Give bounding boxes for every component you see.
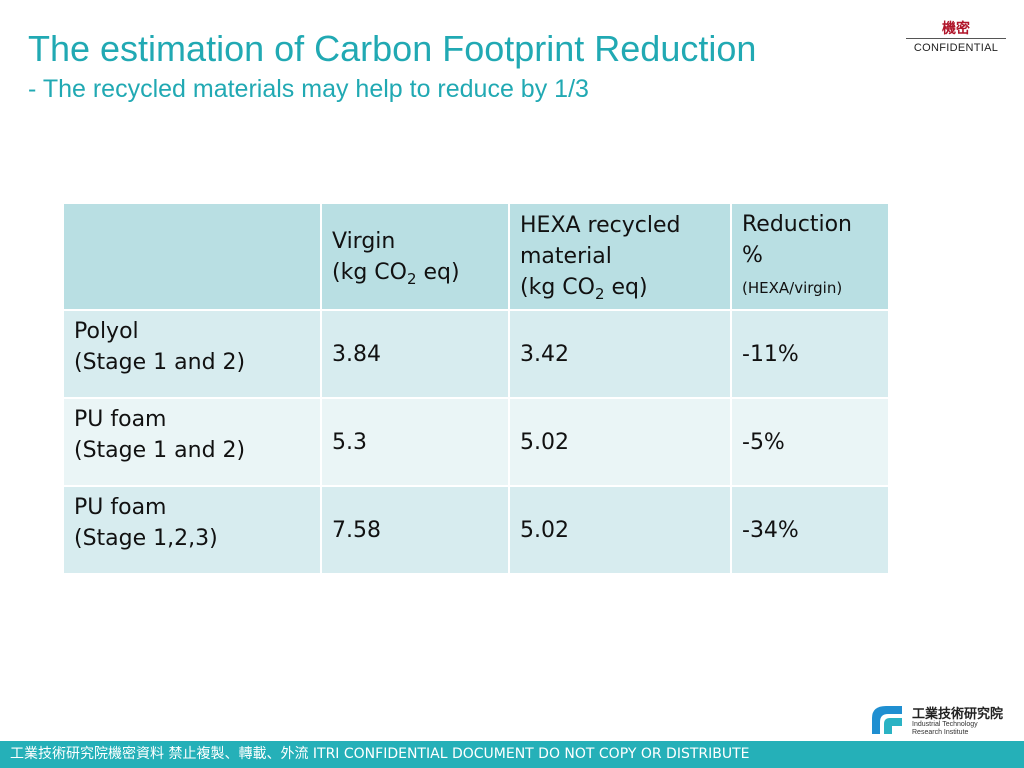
header-hexa-unit-suffix: eq) (604, 275, 648, 300)
row-label-line1: Polyol (74, 319, 139, 344)
itri-logo: 工業技術研究院 Industrial Technology Research I… (870, 702, 1018, 738)
confidential-en: CONFIDENTIAL (913, 42, 999, 54)
itri-logo-en1: Industrial Technology (912, 721, 978, 728)
cell-reduction: -5% (730, 397, 890, 487)
cell-reduction: -11% (730, 309, 890, 399)
header-hexa-line2: material (520, 244, 612, 269)
itri-logo-icon (870, 704, 904, 736)
confidential-divider (906, 38, 1006, 39)
itri-logo-en2: Research Institute (912, 729, 969, 736)
header-virgin-unit-prefix: (kg CO (332, 259, 407, 285)
row-label-line1: PU foam (74, 407, 167, 432)
confidential-cn: 機密 (942, 20, 970, 36)
table-row: PU foam (Stage 1 and 2) 5.3 5.02 -5% (62, 397, 890, 487)
cell-virgin: 5.3 (320, 397, 510, 487)
header-virgin-unit-suffix: eq) (416, 259, 460, 285)
table-row: Polyol (Stage 1 and 2) 3.84 3.42 -11% (62, 309, 890, 399)
cell-virgin: 7.58 (320, 485, 510, 575)
itri-logo-en: Industrial Technology Research Institute (912, 721, 978, 737)
header-empty-cell (62, 202, 322, 311)
header-virgin-label: Virgin (332, 228, 396, 254)
cell-virgin: 3.84 (320, 309, 510, 399)
co2-subscript: 2 (406, 269, 417, 288)
footer-bar: 工業技術研究院機密資料 禁止複製、轉載、外流 ITRI CONFIDENTIAL… (0, 741, 1024, 768)
row-label: PU foam (Stage 1,2,3) (62, 485, 322, 575)
header-reduction-note: (HEXA/virgin) (742, 279, 843, 297)
confidential-mark: 機密 CONFIDENTIAL (906, 20, 1006, 54)
header-reduction-line2: % (742, 243, 763, 268)
row-label-line2: (Stage 1 and 2) (74, 350, 246, 375)
header-hexa-label: HEXA recycled (520, 213, 681, 238)
cell-hexa: 5.02 (508, 397, 732, 487)
cell-hexa: 3.42 (508, 309, 732, 399)
slide-subtitle: - The recycled materials may help to red… (28, 75, 589, 103)
slide-title: The estimation of Carbon Footprint Reduc… (28, 28, 757, 69)
header-hexa: HEXA recycled material (kg CO2 eq) (508, 202, 732, 311)
table-row: PU foam (Stage 1,2,3) 7.58 5.02 -34% (62, 485, 890, 575)
row-label-line2: (Stage 1,2,3) (74, 526, 218, 551)
co2-subscript: 2 (594, 285, 605, 303)
header-reduction: Reduction % (HEXA/virgin) (730, 202, 890, 311)
row-label-line2: (Stage 1 and 2) (74, 438, 246, 463)
row-label: Polyol (Stage 1 and 2) (62, 309, 322, 399)
table-header-row: Virgin (kg CO2 eq) HEXA recycled materia… (62, 202, 890, 311)
cell-hexa: 5.02 (508, 485, 732, 575)
carbon-footprint-table: Virgin (kg CO2 eq) HEXA recycled materia… (62, 202, 890, 575)
header-virgin: Virgin (kg CO2 eq) (320, 202, 510, 311)
cell-reduction: -34% (730, 485, 890, 575)
header-hexa-unit-prefix: (kg CO (520, 275, 595, 300)
row-label: PU foam (Stage 1 and 2) (62, 397, 322, 487)
header-reduction-label: Reduction (742, 212, 852, 237)
itri-logo-cn: 工業技術研究院 (912, 706, 1004, 721)
row-label-line1: PU foam (74, 495, 167, 520)
